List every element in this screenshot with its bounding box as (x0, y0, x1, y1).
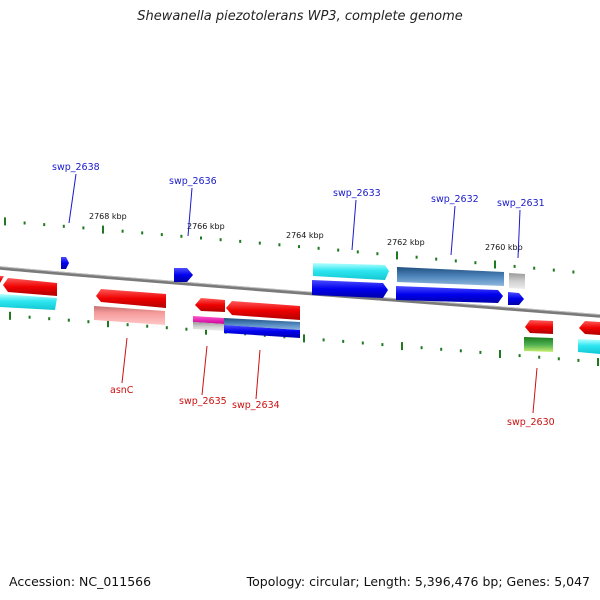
gene-swp-2632[interactable] (396, 286, 503, 303)
tick-label-2762: 2762 kbp (387, 238, 425, 247)
gene-swp-2631-grey[interactable] (509, 273, 525, 289)
gene-swp-2634-steel[interactable] (224, 318, 300, 330)
tick-label-2760: 2760 kbp (485, 243, 523, 252)
reverse-leader-lines (121, 337, 538, 414)
accession-text: Accession: NC_011566 (9, 574, 152, 589)
gene-left-red-1[interactable] (0, 276, 4, 283)
gene-left-cyan[interactable] (0, 294, 57, 310)
gene-swp-2630[interactable] (525, 320, 553, 334)
label-swp-2636[interactable]: swp_2636 (169, 176, 217, 187)
gene-left-red-2[interactable] (3, 278, 57, 296)
gene-swp-2631[interactable] (508, 292, 524, 305)
upper-scale-ticks (4, 217, 575, 274)
genome-title: Shewanella piezotolerans WP3, complete g… (137, 9, 463, 24)
gene-swp-2635-grey[interactable] (193, 322, 224, 331)
gene-asnC[interactable] (96, 289, 166, 308)
topology-text: Topology: circular; Length: 5,396,476 bp… (246, 574, 590, 589)
tick-label-2766: 2766 kbp (187, 222, 225, 231)
label-swp-2638[interactable]: swp_2638 (52, 162, 100, 173)
gene-swp-2634-blue[interactable] (224, 325, 300, 338)
tick-label-2764: 2764 kbp (286, 231, 324, 240)
gene-right-red[interactable] (579, 321, 600, 335)
gene-swp-2634[interactable] (226, 301, 300, 320)
label-swp-2633[interactable]: swp_2633 (333, 188, 381, 199)
gene-asnC-pink[interactable] (94, 306, 165, 325)
label-swp-2630[interactable]: swp_2630 (507, 417, 555, 428)
forward-leader-lines (68, 173, 521, 259)
gene-swp-2632-steel[interactable] (397, 267, 504, 286)
label-swp-2634[interactable]: swp_2634 (232, 400, 280, 411)
gene-swp-2635-magenta[interactable] (193, 316, 224, 324)
label-swp-2635[interactable]: swp_2635 (179, 396, 227, 407)
gene-right-cyan[interactable] (578, 339, 600, 354)
gene-swp-2635[interactable] (195, 298, 225, 312)
gene-swp-2633-cyan[interactable] (313, 263, 389, 280)
gene-swp-2633[interactable] (312, 280, 388, 298)
gene-swp-2638[interactable] (61, 257, 69, 269)
chromosome-backbone (0, 266, 600, 318)
gene-swp-2637[interactable] (174, 268, 193, 282)
label-asnC[interactable]: asnC (110, 385, 134, 396)
label-swp-2632[interactable]: swp_2632 (431, 194, 479, 205)
label-swp-2631[interactable]: swp_2631 (497, 198, 545, 209)
gene-swp-2630-green[interactable] (524, 337, 553, 352)
tick-label-2768: 2768 kbp (89, 212, 127, 221)
